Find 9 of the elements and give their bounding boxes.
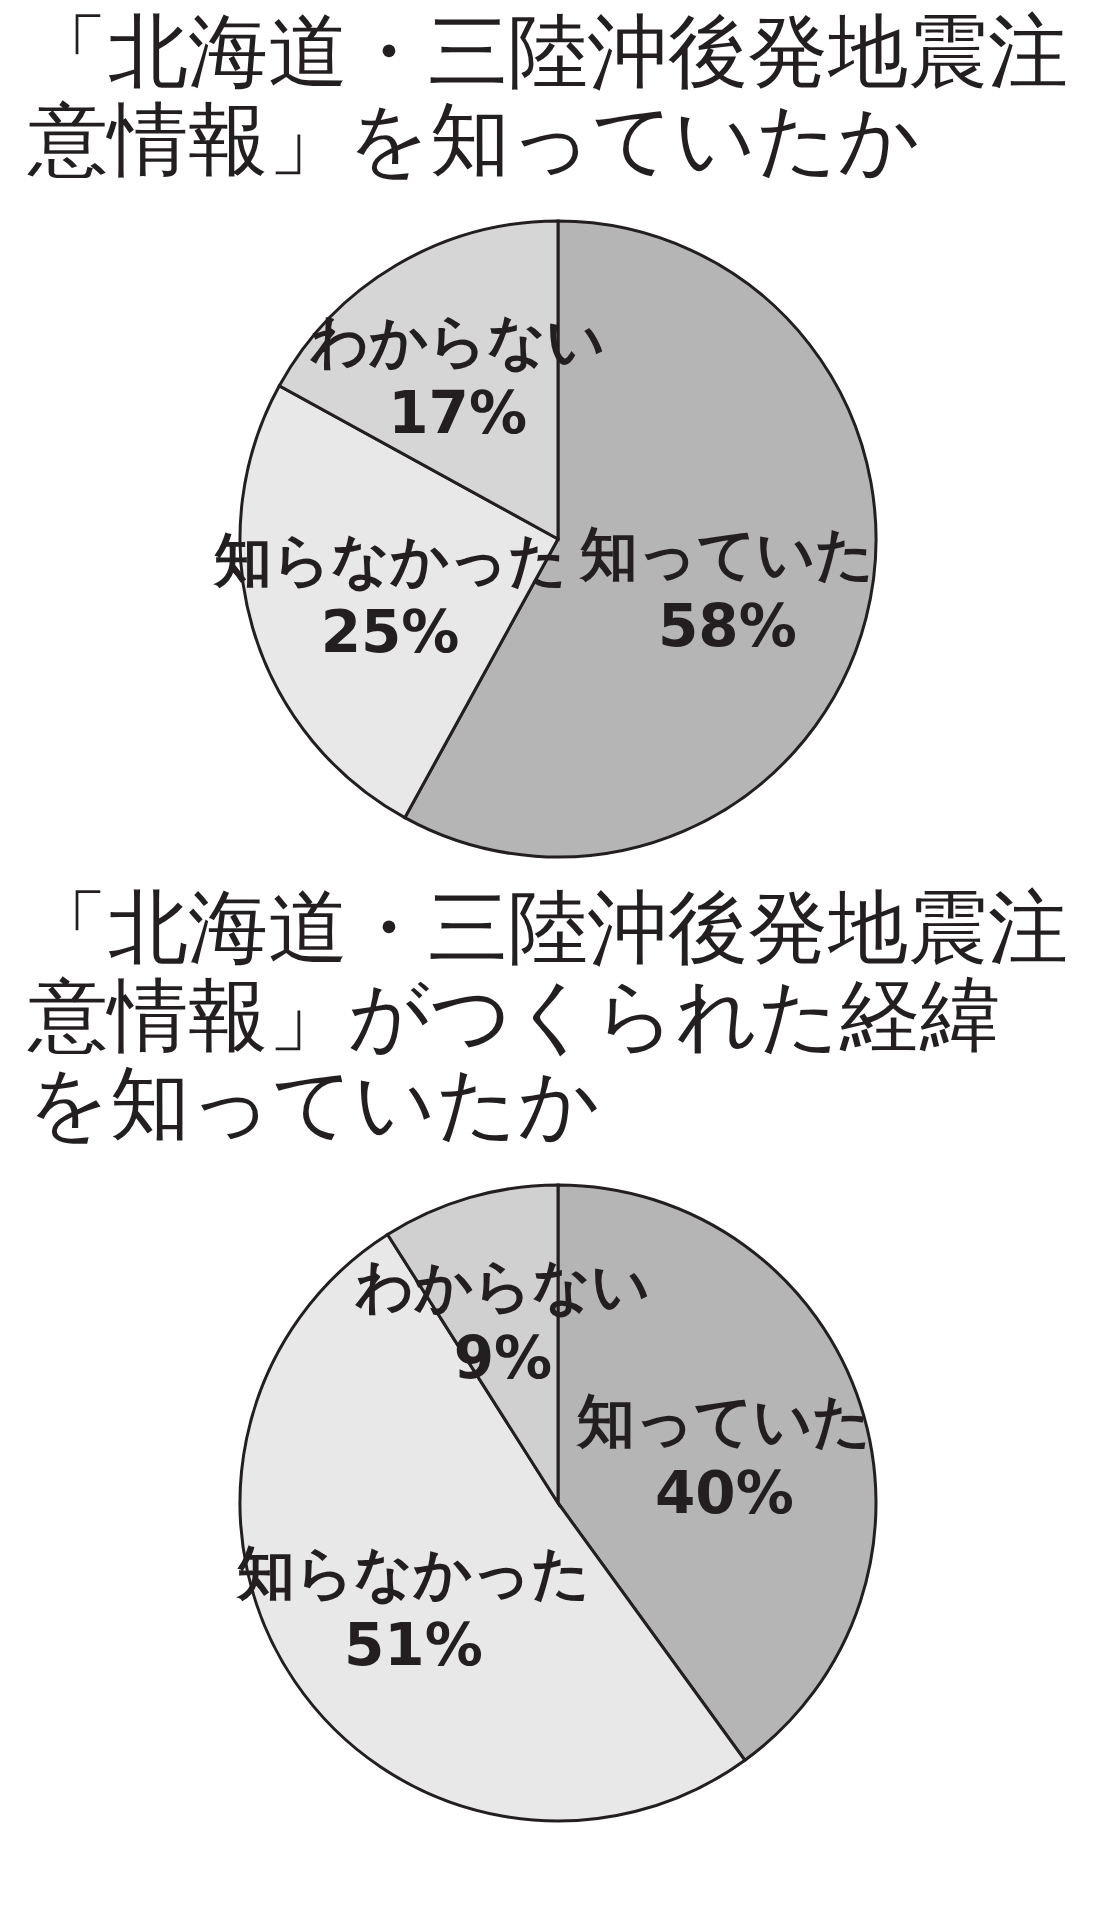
slice-label: 知っていた [578,520,875,589]
slice-label: 知っていた [575,1386,872,1455]
data-label: 40% [654,1458,794,1527]
data-label: 51% [343,1611,483,1680]
chart-title: 「北海道・三陸沖後発地震注意情報」を知っていたか [26,5,1068,186]
data-label: 17% [388,379,528,448]
data-label: 25% [320,597,460,666]
data-label: 58% [657,592,797,661]
chart-title: 「北海道・三陸沖後発地震注意情報」がつくられた経緯を知っていたか [26,881,1068,1150]
